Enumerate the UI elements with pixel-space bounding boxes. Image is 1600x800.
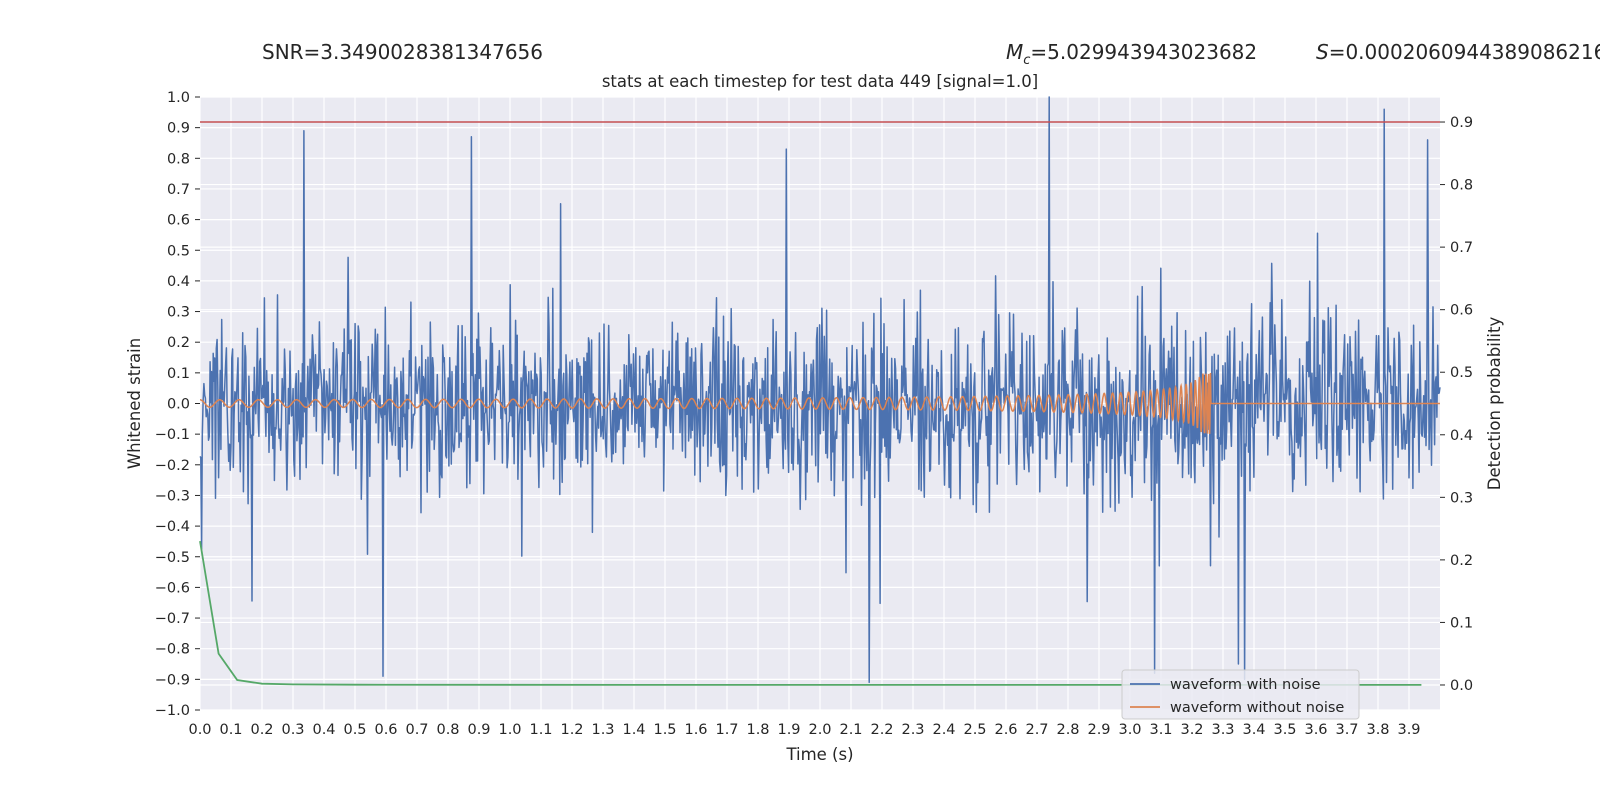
y-tick-label: 0.1 [167,366,190,382]
x-tick-label: 1.2 [560,722,583,738]
y2-tick-label: 0.2 [1450,553,1473,569]
clean-series [200,372,1440,435]
x-tick-label: 0.0 [188,722,211,738]
x-tick-label: 2.2 [870,722,893,738]
y-tick-label: −0.9 [155,672,190,688]
probability-line [199,540,1422,686]
x-tick-label: 3.1 [1149,722,1172,738]
x-tick-label: 0.3 [281,722,304,738]
y2-tick-label: 0.6 [1450,303,1473,319]
y-tick-label: 0.0 [167,397,190,413]
x-tick-label: 2.4 [932,722,955,738]
x-tick-label: 3.6 [1304,722,1327,738]
y-tick-label: 0.6 [167,213,190,229]
probability-series [199,121,1440,686]
y-tick-label: 0.7 [167,182,190,198]
x-tick-label: 2.1 [839,722,862,738]
x-tick-label: 2.8 [1056,722,1079,738]
y-tick-label: 0.9 [167,121,190,137]
x-tick-label: 1.3 [591,722,614,738]
x-tick-label: 1.9 [777,722,800,738]
x-tick-label: 1.0 [498,722,521,738]
y2-tick-label: 0.7 [1450,240,1473,256]
x-tick-label: 0.1 [219,722,242,738]
y-tick-label: 1.0 [167,90,190,106]
chart-title: stats at each timestep for test data 449… [602,72,1038,91]
x-tick-label: 2.0 [808,722,831,738]
x-tick-label: 0.4 [312,722,335,738]
x-tick-label: 0.6 [374,722,397,738]
x-tick-label: 3.2 [1180,722,1203,738]
s-label: S=0.00020609443890862167 [1316,40,1600,64]
x-tick-label: 3.7 [1335,722,1358,738]
y-axis-label: Whitened strain [125,338,144,469]
x-tick-label: 2.5 [963,722,986,738]
x-tick-label: 1.7 [715,722,738,738]
y-tick-label: −0.5 [155,550,190,566]
y-tick-label: 0.4 [167,274,190,290]
x-tick-label: 1.8 [746,722,769,738]
y-tick-label: −0.4 [155,519,190,535]
y2-tick-label: 0.8 [1450,178,1473,194]
x-ticks: 0.0 0.1 0.2 0.3 0.4 0.5 0.6 0.7 0.8 0.9 1.0 1.1 1.2 1… [188,722,1420,738]
y2-tick-label: 0.9 [1450,115,1473,131]
x-tick-label: 3.9 [1397,722,1420,738]
clean-waveform-line [200,372,1440,435]
x-tick-label: 0.7 [405,722,428,738]
x-tick-label: 3.8 [1366,722,1389,738]
x-tick-label: 0.9 [467,722,490,738]
noisy-series [199,96,1441,684]
x-tick-label: 1.4 [622,722,645,738]
x-tick-label: 0.8 [436,722,459,738]
y2-axis-label: Detection probability [1485,317,1504,491]
y-tick-label: 0.5 [167,243,190,259]
y-tick-label: −0.6 [155,580,190,596]
x-tick-label: 2.7 [1025,722,1048,738]
s-symbol: S [1316,40,1329,64]
grid [199,96,1440,711]
x-tick-label: 1.1 [529,722,552,738]
chirp-mass-subscript: c [1023,53,1031,68]
chirp-mass-label: Mc=5.029943943023682 [1006,40,1257,68]
x-tick-label: 1.6 [684,722,707,738]
chirp-mass-symbol: M [1006,40,1024,64]
y-tick-label: −0.2 [155,458,190,474]
x-tick-label: 3.3 [1211,722,1234,738]
y-ticks: 1.0 0.9 0.8 0.7 0.6 0.5 0.4 0.3 0.2 0.1 0.0 −0.1 −0.… [155,90,200,719]
x-tick-label: 3.0 [1118,722,1141,738]
y-tick-label: −0.8 [155,642,190,658]
s-value: =0.00020609443890862167 [1328,40,1600,64]
x-tick-label: 0.2 [250,722,273,738]
y-tick-label: 0.3 [167,305,190,321]
legend: waveform with noise waveform without nois… [1121,669,1360,720]
x-tick-label: 0.5 [343,722,366,738]
x-tick-label: 2.3 [901,722,924,738]
y-tick-label: 0.8 [167,151,190,167]
legend-label: waveform without noise [1170,700,1344,716]
y-tick-label: −0.7 [155,611,190,627]
y2-tick-label: 0.3 [1450,490,1473,506]
x-tick-label: 1.5 [653,722,676,738]
y2-tick-label: 0.5 [1450,365,1473,381]
legend-box [1121,669,1360,720]
x-tick-label: 3.5 [1273,722,1296,738]
y-tick-label: −1.0 [155,703,190,719]
legend-label: waveform with noise [1170,677,1321,693]
y-tick-label: 0.2 [167,335,190,351]
y2-tick-label: 0.4 [1450,428,1473,444]
y2-tick-label: 0.0 [1450,678,1473,694]
y2-ticks: 0.9 0.8 0.7 0.6 0.5 0.4 0.3 0.2 0.1 0.0 [1440,115,1473,694]
x-tick-label: 2.6 [994,722,1017,738]
x-tick-label: 3.4 [1242,722,1265,738]
y-tick-label: −0.3 [155,488,190,504]
y-tick-label: −0.1 [155,427,190,443]
snr-label: SNR=3.3490028381347656 [262,40,543,64]
chirp-mass-value: =5.029943943023682 [1030,40,1258,64]
y2-tick-label: 0.1 [1450,615,1473,631]
noisy-waveform-line [199,96,1441,684]
x-axis-label: Time (s) [785,745,853,764]
x-tick-label: 2.9 [1087,722,1110,738]
